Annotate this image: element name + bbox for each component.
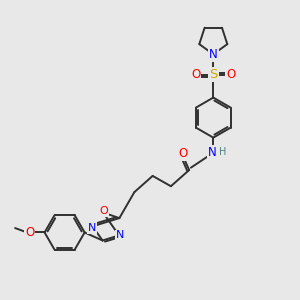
Text: H: H [219, 147, 227, 157]
Text: O: O [99, 206, 108, 216]
Text: N: N [209, 48, 218, 61]
Text: O: O [191, 68, 200, 81]
Text: N: N [116, 230, 125, 240]
Text: N: N [88, 223, 96, 233]
Text: O: O [178, 147, 187, 160]
Text: N: N [208, 146, 217, 159]
Text: O: O [25, 226, 34, 239]
Text: S: S [209, 68, 218, 81]
Text: O: O [226, 68, 236, 81]
